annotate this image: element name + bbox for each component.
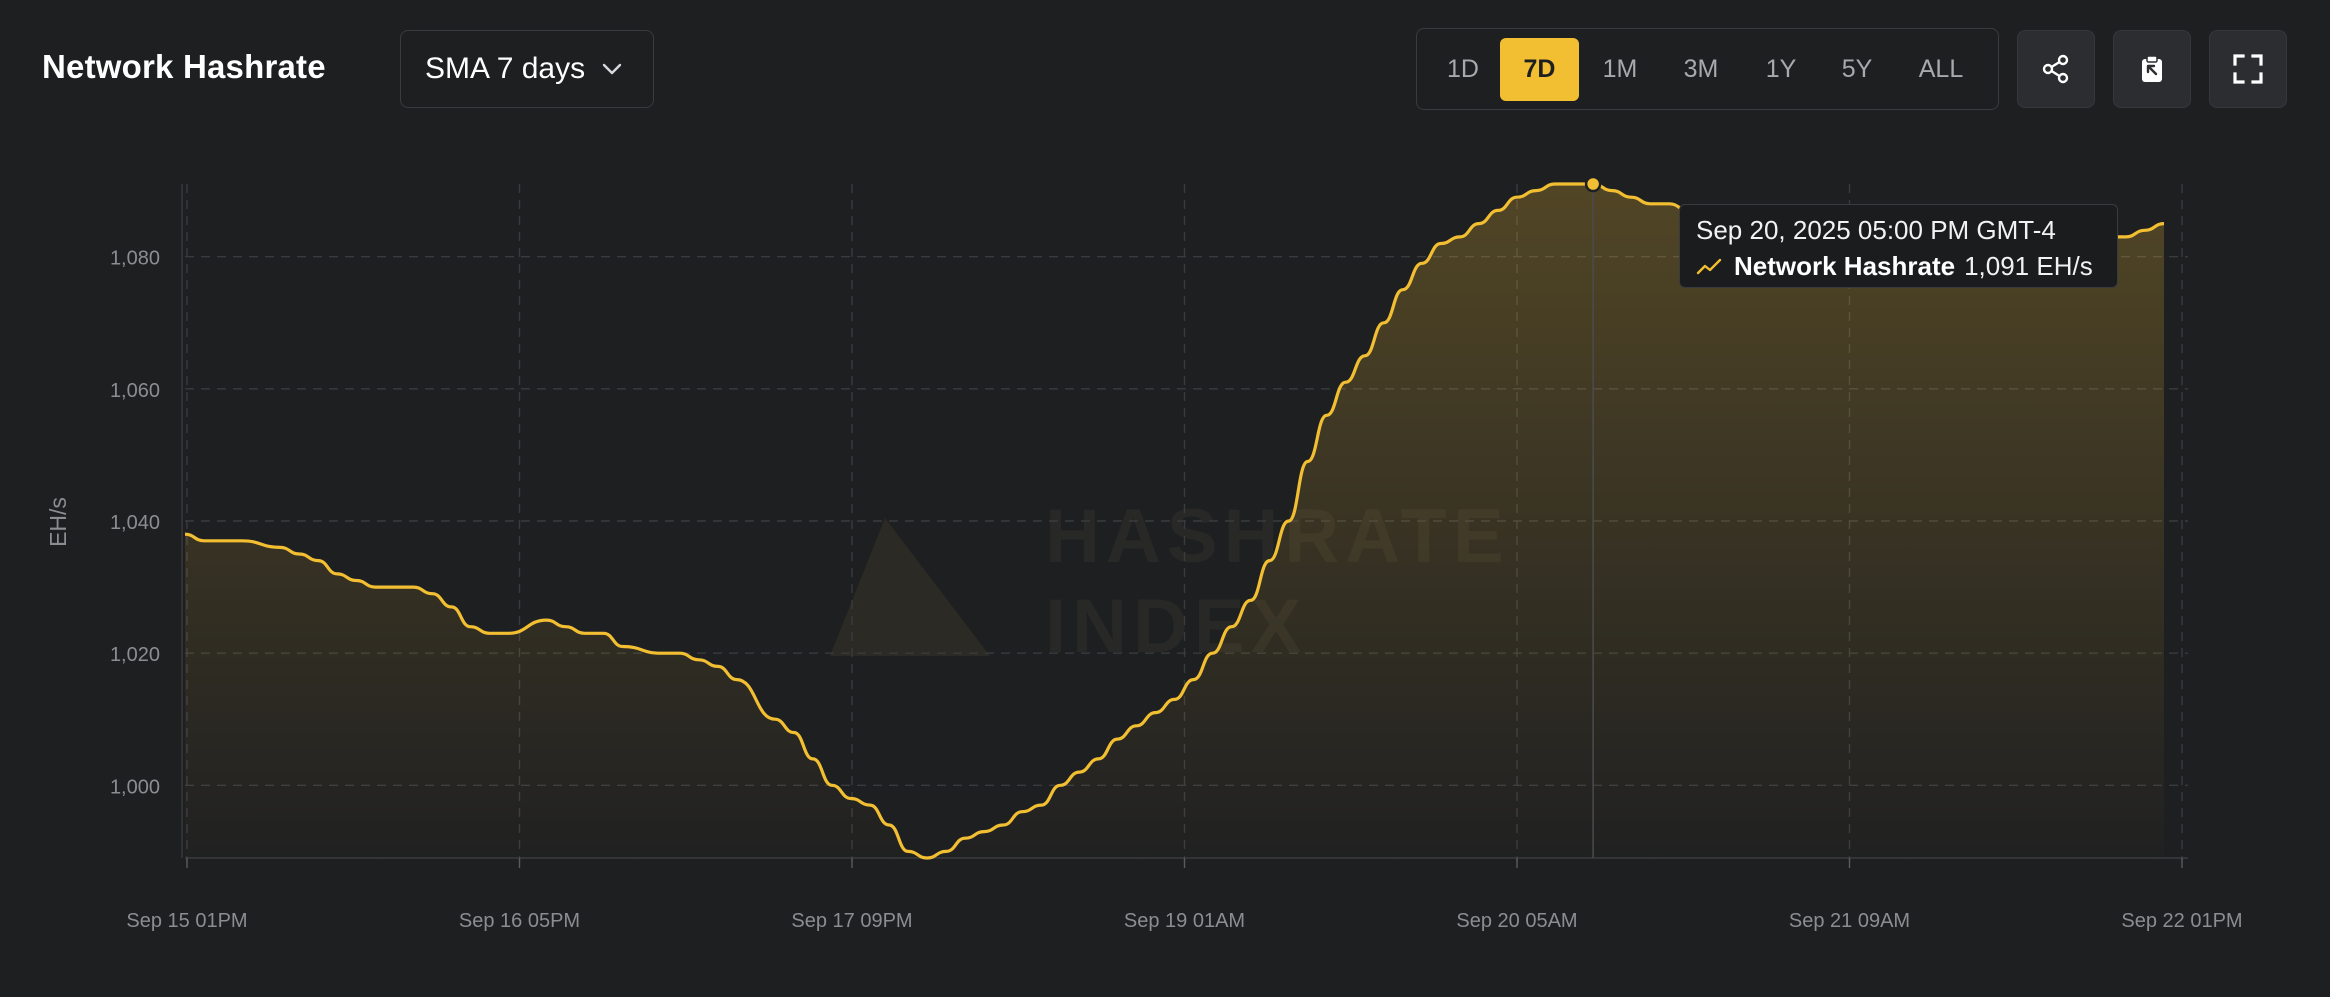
y-tick-label: 1,080	[110, 248, 160, 270]
x-tick-label: Sep 15 01PM	[126, 910, 247, 932]
x-axis: Sep 15 01PM Sep 16 05PM Sep 17 09PM Sep 19 …	[126, 858, 2243, 932]
x-tick-label: Sep 16 05PM	[459, 910, 580, 932]
line-series-icon	[1696, 258, 1722, 275]
y-axis: 1,000 1,020 1,040 1,060 1,080	[110, 248, 160, 799]
watermark-logo	[830, 518, 990, 656]
range-all-button[interactable]: ALL	[1918, 55, 1964, 83]
page-title: Network Hashrate	[42, 48, 326, 85]
y-tick-label: 1,060	[110, 380, 160, 402]
fullscreen-button[interactable]	[2209, 30, 2287, 108]
sma-select-value: SMA 7 days	[425, 52, 586, 85]
share-button[interactable]	[2017, 30, 2095, 108]
chart-header: Network Hashrate SMA 7 days 1D 7D 1M 3M …	[0, 0, 2330, 140]
time-range-group: 1D 7D 1M 3M 1Y 5Y ALL	[1416, 28, 1999, 110]
range-1d-button[interactable]: 1D	[1447, 55, 1479, 83]
x-tick-label: Sep 22 01PM	[2121, 910, 2242, 932]
y-axis-label: EH/s	[45, 497, 71, 547]
tooltip-date: Sep 20, 2025 05:00 PM GMT-4	[1696, 215, 2056, 245]
fullscreen-icon	[2233, 54, 2263, 84]
y-tick-label: 1,020	[110, 644, 160, 666]
chart-tooltip: Sep 20, 2025 05:00 PM GMT-4 Network Hash…	[1679, 204, 2118, 288]
hover-point[interactable]	[1584, 175, 1602, 193]
copy-button[interactable]	[2113, 30, 2191, 108]
range-7d-button[interactable]: 7D	[1500, 38, 1579, 101]
x-tick-label: Sep 17 09PM	[791, 910, 912, 932]
x-tick-label: Sep 20 05AM	[1456, 910, 1577, 932]
x-tick-label: Sep 21 09AM	[1789, 910, 1910, 932]
y-tick-label: 1,040	[110, 512, 160, 534]
x-tick-label: Sep 19 01AM	[1124, 910, 1245, 932]
range-1y-button[interactable]: 1Y	[1765, 55, 1797, 83]
share-icon	[2042, 54, 2069, 84]
range-1m-button[interactable]: 1M	[1602, 55, 1638, 83]
tooltip-series-name: Network Hashrate	[1734, 251, 1956, 281]
clipboard-icon	[2142, 55, 2162, 82]
series-area	[185, 184, 2164, 858]
sma-period-select[interactable]: SMA 7 days	[400, 30, 654, 108]
chevron-down-icon	[602, 63, 622, 75]
range-5y-button[interactable]: 5Y	[1841, 55, 1873, 83]
tooltip-value: 1,091 EH/s	[1964, 251, 2093, 281]
y-tick-label: 1,000	[110, 776, 160, 798]
range-3m-button[interactable]: 3M	[1683, 55, 1719, 83]
